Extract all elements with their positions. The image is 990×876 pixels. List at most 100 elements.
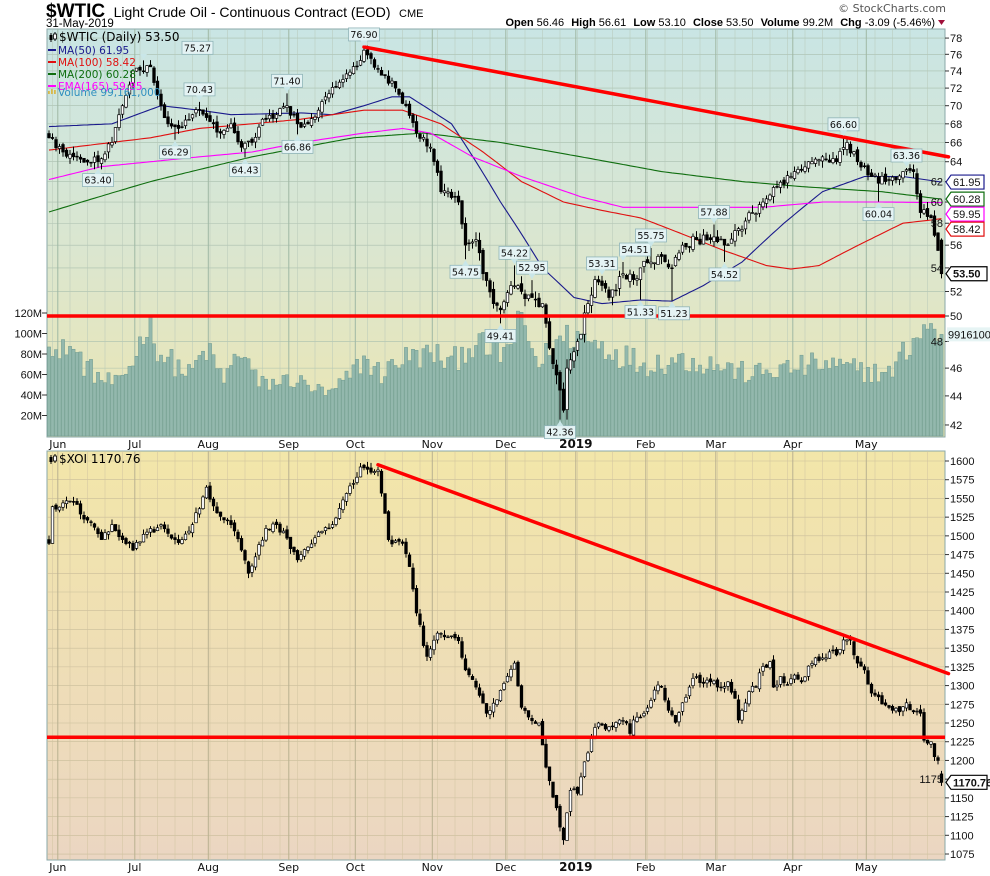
candle-down: [131, 543, 135, 551]
candle-up: [890, 176, 895, 181]
volume-bar: [428, 352, 433, 437]
candle-down: [824, 158, 828, 161]
volume-bar: [383, 376, 387, 437]
candle-up: [372, 471, 377, 474]
candle-up: [743, 702, 748, 712]
candle-up: [187, 530, 191, 534]
candle-up: [572, 351, 576, 362]
ohlc-readout: Open 56.46 High 56.61 Low 53.10 Close 53…: [505, 17, 935, 29]
candle-down: [292, 113, 296, 116]
volume-bar: [400, 364, 405, 437]
candle-up: [705, 679, 709, 684]
wtic-y-tick-label: 68: [950, 119, 962, 131]
volume-bar: [827, 368, 832, 437]
wtic-trendline: [362, 45, 951, 159]
candle-down: [537, 297, 541, 308]
volume-bar: [274, 384, 279, 437]
candle-up: [257, 126, 261, 138]
xoi-y-tick-label: 1275: [950, 699, 974, 711]
candle-up: [824, 657, 828, 660]
xoi-y-tick-label: 1100: [950, 830, 974, 842]
price-annotations: 76.90 75.27 70.43 71.40 66.29 63.40 64.43 66.86…: [82, 27, 923, 440]
candle-up: [337, 81, 342, 88]
candle-up: [929, 741, 933, 745]
candle-up: [57, 146, 62, 149]
volume-bar: [645, 376, 650, 437]
candle-down: [425, 138, 429, 147]
candle-down: [862, 666, 867, 671]
candle-up: [320, 101, 324, 113]
annotation-label: 76.90: [350, 30, 377, 41]
candle-down: [869, 683, 874, 694]
candle-down: [397, 538, 401, 542]
candle-down: [400, 92, 405, 104]
price-annotation: 70.43: [183, 82, 216, 101]
candle-up: [761, 666, 765, 672]
candle-down: [120, 535, 125, 540]
candle-up: [264, 528, 268, 541]
price-annotation: 54.22: [498, 245, 531, 265]
volume-bar: [418, 367, 422, 437]
candle-down: [439, 170, 443, 193]
candle-up: [540, 303, 545, 308]
candle-up: [768, 661, 772, 669]
candle-down: [782, 179, 786, 185]
candle-down: [397, 88, 401, 95]
candle-down: [834, 158, 839, 163]
candle-down: [922, 712, 926, 741]
volume-bar: [519, 312, 524, 437]
candle-down: [288, 106, 293, 116]
candle-up: [313, 116, 317, 120]
volume-bar: [183, 375, 188, 437]
ema165-line: [48, 127, 942, 208]
candle-down: [771, 659, 776, 688]
xoi-y-tick-label: 1325: [950, 662, 974, 674]
volume-bar: [813, 358, 818, 437]
candle-down: [197, 109, 202, 111]
volume-bar: [831, 357, 835, 437]
wtic-y-tick-label: 46: [950, 363, 962, 375]
volume-bar: [820, 369, 825, 437]
volume-bar: [628, 364, 632, 437]
volume-bar: [624, 345, 629, 437]
candle-down: [533, 298, 538, 301]
xoi-panel[interactable]: [46, 450, 946, 861]
candle-up: [656, 256, 660, 265]
candle-up: [201, 496, 205, 510]
x-tick-label: Aug: [198, 861, 219, 874]
candle-down: [117, 529, 121, 538]
volume-bar: [225, 368, 230, 437]
wtic-candles: [47, 45, 944, 420]
volume-bar: [750, 376, 755, 437]
candle-down: [159, 93, 163, 107]
candle-down: [71, 501, 76, 503]
annotation-pointer: [637, 300, 644, 307]
candle-up: [502, 301, 506, 311]
annotation-pointer: [875, 202, 882, 209]
annotation-label: 60.04: [865, 210, 892, 221]
candle-down: [498, 307, 503, 311]
candle-down: [684, 242, 688, 248]
candle-down: [876, 694, 881, 698]
candle-up: [145, 65, 149, 73]
candle-down: [78, 503, 83, 515]
volume-bar: [740, 360, 744, 437]
annotation-label: 55.75: [637, 231, 664, 242]
candle-down: [708, 237, 713, 240]
volume-bar: [904, 359, 909, 437]
candle-down: [386, 511, 391, 540]
candle-up: [204, 486, 209, 499]
candle-down: [925, 208, 930, 217]
tag-wtic-last: 53.50: [945, 266, 988, 282]
candle-down: [526, 710, 531, 718]
candle-down: [148, 64, 153, 68]
candle-up: [148, 528, 153, 533]
x-tick-label: May: [855, 438, 878, 451]
stockcharts-logo[interactable]: © StockCharts.com: [838, 2, 946, 15]
x-tick-label: Nov: [422, 438, 444, 451]
xoi-y-tick-label: 1550: [950, 493, 974, 505]
candle-down: [481, 693, 485, 704]
candle-down: [785, 684, 790, 686]
low-label: Low: [633, 17, 655, 29]
candle-down: [470, 676, 475, 680]
